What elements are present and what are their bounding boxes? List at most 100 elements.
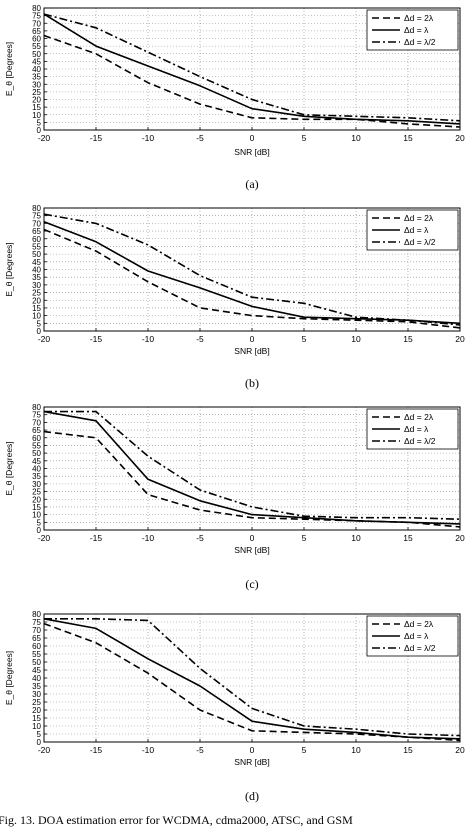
y-tick-label: 40 — [32, 465, 41, 474]
series-line — [43, 213, 461, 326]
series-line — [43, 228, 461, 329]
y-tick-label: 80 — [32, 204, 41, 213]
y-tick-label: 65 — [32, 634, 41, 643]
x-tick-label: 5 — [302, 533, 307, 543]
y-tick-label: 50 — [32, 449, 41, 458]
x-tick-label: 5 — [302, 334, 307, 344]
y-tick-label: 25 — [32, 289, 41, 298]
x-tick-label: -20 — [38, 133, 51, 143]
x-tick-label: -10 — [142, 533, 155, 543]
y-tick-label: 15 — [32, 714, 41, 723]
y-tick-label: 60 — [32, 35, 41, 44]
y-tick-label: 50 — [32, 50, 41, 59]
x-tick-label: 0 — [250, 745, 255, 755]
legend-entry-label: Δd = λ/2 — [404, 237, 436, 247]
chart-panel: -20 -15 -10 -5 0 5 10 15 20051015202530354045505… — [4, 403, 465, 591]
y-tick-label: 10 — [32, 511, 41, 520]
x-tick-label: -5 — [196, 745, 204, 755]
x-tick-label: 5 — [302, 133, 307, 143]
y-tick-label: 70 — [32, 19, 41, 28]
y-tick-label: 55 — [32, 242, 41, 251]
y-axis-label: E_θ [Degrees] — [4, 651, 14, 705]
y-tick-label: 30 — [32, 690, 41, 699]
legend-entry-label: Δd = 2λ — [404, 13, 434, 23]
y-tick-label: 40 — [32, 65, 41, 74]
y-tick-label: 80 — [32, 610, 41, 619]
series-line — [43, 618, 461, 740]
y-tick-label: 25 — [32, 488, 41, 497]
y-tick-label: 30 — [32, 80, 41, 89]
x-tick-label: -20 — [38, 334, 51, 344]
x-tick-label: 20 — [455, 745, 465, 755]
y-tick-label: 35 — [32, 73, 41, 82]
y-tick-label: 45 — [32, 457, 41, 466]
x-tick-label: 15 — [403, 133, 413, 143]
x-axis-label: SNR [dB] — [234, 757, 269, 767]
x-tick-label: -5 — [196, 533, 204, 543]
figure-caption-text: Fig. 13. DOA estimation error for WCDMA,… — [0, 814, 353, 827]
y-tick-label: 25 — [32, 88, 41, 97]
y-tick-label: 30 — [32, 281, 41, 290]
y-tick-label: 75 — [32, 411, 41, 420]
y-tick-label: 20 — [32, 706, 41, 715]
y-tick-label: 0 — [37, 738, 42, 747]
y-tick-label: 0 — [37, 126, 42, 135]
y-tick-label: 50 — [32, 250, 41, 259]
x-axis-label: SNR [dB] — [234, 147, 269, 157]
series-line — [43, 13, 461, 125]
x-tick-label: -15 — [90, 533, 103, 543]
y-tick-label: 35 — [32, 472, 41, 481]
y-tick-label: 70 — [32, 626, 41, 635]
y-tick-label: 45 — [32, 666, 41, 675]
y-tick-label: 70 — [32, 219, 41, 228]
legend-entry-label: Δd = λ — [404, 424, 429, 434]
y-tick-label: 75 — [32, 212, 41, 221]
y-tick-label: 55 — [32, 42, 41, 51]
legend-entry-label: Δd = λ/2 — [404, 37, 436, 47]
y-tick-label: 0 — [37, 526, 42, 535]
y-tick-label: 40 — [32, 674, 41, 683]
x-tick-label: -10 — [142, 133, 155, 143]
x-tick-label: -20 — [38, 745, 51, 755]
x-tick-label: 20 — [455, 133, 465, 143]
x-tick-label: 15 — [403, 745, 413, 755]
y-tick-label: 60 — [32, 434, 41, 443]
y-tick-label: 80 — [32, 403, 41, 412]
y-axis-label: E_θ [Degrees] — [4, 42, 14, 96]
legend-entry-label: Δd = 2λ — [404, 412, 434, 422]
x-tick-label: -15 — [90, 745, 103, 755]
y-tick-label: 55 — [32, 441, 41, 450]
y-axis-label: E_θ [Degrees] — [4, 242, 14, 296]
x-tick-label: 15 — [403, 334, 413, 344]
y-tick-label: 15 — [32, 304, 41, 313]
y-tick-label: 5 — [37, 518, 42, 527]
y-tick-label: 20 — [32, 96, 41, 105]
y-tick-label: 55 — [32, 650, 41, 659]
chart-panel: -20 -15 -10 -5 0 5 10 15 20051015202530354045505… — [4, 204, 465, 390]
series-line — [43, 410, 461, 525]
x-tick-label: 0 — [250, 133, 255, 143]
y-tick-label: 5 — [37, 730, 42, 739]
legend-entry-label: Δd = λ — [404, 631, 429, 641]
series-line — [44, 617, 461, 737]
x-tick-label: 10 — [351, 334, 361, 344]
x-tick-label: -10 — [142, 745, 155, 755]
y-tick-label: 45 — [32, 258, 41, 267]
x-tick-label: 0 — [250, 334, 255, 344]
x-tick-label: 15 — [403, 533, 413, 543]
y-tick-label: 20 — [32, 296, 41, 305]
series-line — [43, 221, 461, 325]
y-tick-label: 65 — [32, 426, 41, 435]
y-tick-label: 10 — [32, 722, 41, 731]
chart-panel: -20 -15 -10 -5 0 5 10 15 20051015202530354045505… — [4, 610, 465, 803]
legend-entry-label: Δd = 2λ — [404, 619, 434, 629]
y-tick-label: 60 — [32, 235, 41, 244]
x-tick-label: 20 — [455, 533, 465, 543]
panel-label: (a) — [245, 177, 258, 191]
panel-label: (c) — [245, 577, 258, 591]
y-tick-label: 65 — [32, 27, 41, 36]
y-tick-label: 35 — [32, 682, 41, 691]
x-tick-label: -10 — [142, 334, 155, 344]
y-tick-label: 10 — [32, 312, 41, 321]
